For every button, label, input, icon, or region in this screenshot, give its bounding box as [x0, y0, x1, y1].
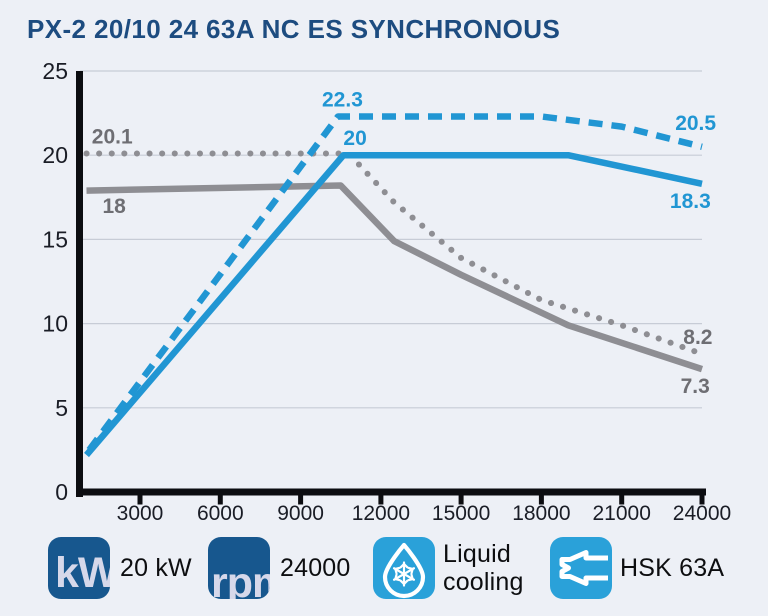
data-label-20: 20	[343, 127, 366, 150]
y-tick-label: 25	[42, 58, 68, 84]
data-label-7.3: 7.3	[681, 375, 710, 398]
y-tick-label: 15	[42, 226, 68, 252]
series-lines	[83, 113, 705, 458]
cooling-label: Liquid cooling	[443, 540, 524, 596]
series-blue-solid	[84, 151, 703, 458]
kw-badge: kW	[48, 537, 110, 599]
data-label-22.3: 22.3	[322, 89, 363, 112]
data-label-8.2: 8.2	[683, 326, 712, 349]
x-tick-label: 6000	[197, 502, 244, 525]
data-labels: 20.1 18 22.3 20 20.5 18.3 8.2 7.3	[92, 89, 717, 399]
series-gray-solid	[86, 182, 704, 373]
y-tick-label: 5	[55, 395, 68, 421]
x-tick-label: 18000	[512, 502, 570, 525]
y-tick-label: 0	[55, 479, 68, 505]
hsk-toolholder-icon	[559, 550, 608, 586]
series-blue-dashed	[86, 113, 703, 452]
power-rpm-chart: 3000 6000 9000 12000 15000 18000 21000 24000 0 5 1…	[42, 58, 731, 525]
rpm-badge: rpm	[208, 537, 270, 599]
liquid-cooling-badge	[373, 537, 435, 599]
rpm-badge-text: rpm	[211, 559, 270, 600]
toolholder-badge	[550, 537, 612, 599]
data-label-18: 18	[103, 195, 127, 218]
data-label-20.1: 20.1	[92, 126, 133, 149]
page-title: PX-2 20/10 24 63A NC ES SYNCHRONOUS	[27, 14, 561, 44]
x-tick-label: 9000	[277, 502, 324, 525]
power-value-label: 20 kW	[120, 553, 192, 582]
liquid-cooling-icon	[382, 542, 426, 599]
y-tick-label: 10	[42, 311, 68, 337]
rpm-value-label: 24000	[280, 553, 351, 582]
data-label-20.5: 20.5	[675, 112, 716, 135]
x-tick-label: 21000	[592, 502, 650, 525]
x-tick-label: 3000	[117, 502, 164, 525]
data-label-18.3: 18.3	[670, 190, 711, 213]
toolholder-label: HSK 63A	[620, 553, 725, 582]
y-tick-label: 20	[42, 142, 68, 168]
snowflake-icon	[392, 561, 416, 587]
x-tick-label: 15000	[432, 502, 490, 525]
kw-badge-text: kW	[55, 549, 110, 597]
x-tick-label: 12000	[352, 502, 410, 525]
axes: 3000 6000 9000 12000 15000 18000 21000 24000 0 5 1…	[42, 58, 731, 525]
x-tick-label: 24000	[673, 502, 731, 525]
